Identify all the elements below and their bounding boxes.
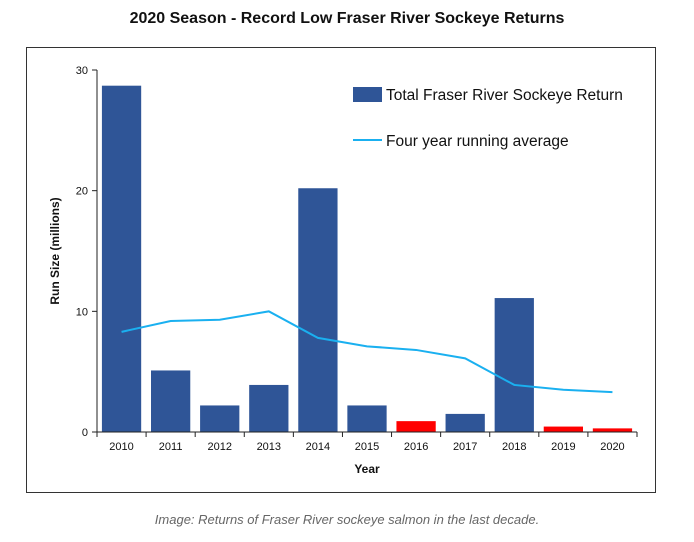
bar-2012 (200, 405, 240, 432)
legend: Total Fraser River Sockeye Return Four y… (353, 87, 623, 150)
bar-2010 (101, 85, 142, 432)
legend-line-label: Four year running average (386, 133, 569, 150)
y-tick-label: 0 (82, 427, 88, 439)
bar-group (101, 85, 633, 432)
y-ticks: 0 10 20 30 (76, 65, 97, 439)
chart-frame: 0 10 20 30 2010 2011 2012 2013 2014 2015 2016 2017… (26, 47, 656, 493)
four-year-average-line (121, 310, 613, 394)
x-tick-label: 2018 (502, 441, 526, 453)
bar-2019 (543, 426, 583, 432)
x-tick-label: 2020 (600, 441, 624, 453)
bar-2014 (298, 188, 338, 432)
bar-2016 (396, 421, 436, 432)
chart-svg: 0 10 20 30 2010 2011 2012 2013 2014 2015 2016 2017… (48, 65, 638, 476)
y-axis-title: Run Size (millions) (48, 197, 62, 304)
legend-bar-swatch (353, 87, 382, 102)
bar-2015 (347, 405, 387, 432)
bar-2013 (249, 384, 289, 432)
x-ticks: 2010 2011 2012 2013 2014 2015 2016 2017 2018 2019… (96, 432, 638, 453)
bar-2020 (592, 428, 633, 432)
average-line-group (121, 310, 613, 394)
image-caption: Image: Returns of Fraser River sockeye s… (154, 512, 540, 527)
bar-2017 (445, 413, 485, 432)
page-title: 2020 Season - Record Low Fraser River So… (129, 10, 565, 27)
x-tick-label: 2011 (159, 441, 183, 453)
x-tick-label: 2013 (257, 441, 281, 453)
bar-2011 (151, 370, 191, 432)
legend-bar-label: Total Fraser River Sockeye Return (386, 87, 623, 104)
bar-2018 (494, 298, 534, 432)
x-tick-label: 2010 (109, 441, 133, 453)
axes (96, 70, 637, 433)
x-tick-label: 2014 (306, 441, 330, 453)
x-tick-label: 2019 (551, 441, 575, 453)
x-tick-label: 2017 (453, 441, 477, 453)
x-tick-label: 2016 (404, 441, 428, 453)
x-axis-title: Year (354, 462, 380, 476)
y-tick-label: 20 (76, 186, 88, 198)
x-tick-label: 2015 (355, 441, 379, 453)
y-tick-label: 10 (76, 306, 88, 318)
y-tick-label: 30 (76, 65, 88, 77)
x-tick-label: 2012 (207, 441, 231, 453)
